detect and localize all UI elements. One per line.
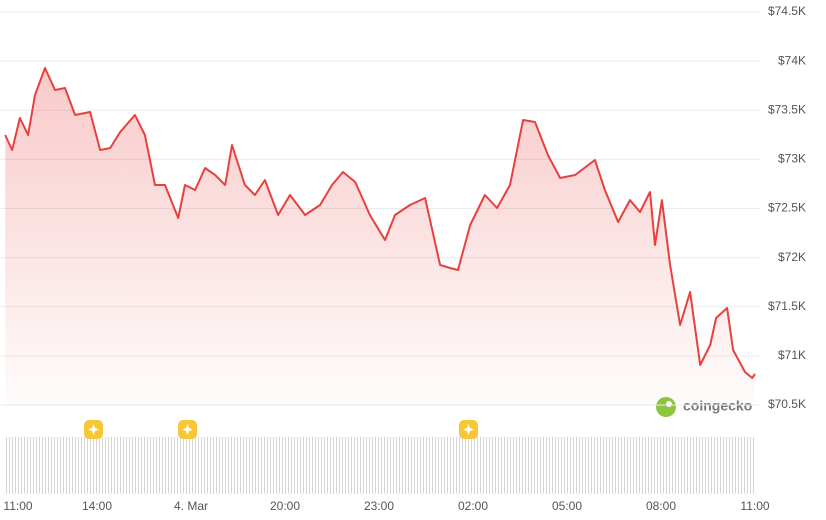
x-tick-label: 05:00 xyxy=(552,499,582,513)
x-tick-label: 14:00 xyxy=(82,499,112,513)
price-line xyxy=(4,67,756,379)
x-tick-label: 08:00 xyxy=(646,499,676,513)
event-icons xyxy=(84,420,478,439)
y-tick-label: $73K xyxy=(778,152,806,166)
y-tick-label: $72K xyxy=(778,250,806,264)
y-tick-label: $74.5K xyxy=(768,4,806,18)
x-tick-label: 4. Mar xyxy=(174,499,208,513)
x-tick-label: 20:00 xyxy=(270,499,300,513)
y-tick-label: $71K xyxy=(778,348,806,362)
volume-band xyxy=(5,437,755,494)
area-fill xyxy=(5,68,755,405)
x-tick-label: 02:00 xyxy=(458,499,488,513)
y-tick-label: $70.5K xyxy=(768,397,806,411)
x-tick-label: 23:00 xyxy=(364,499,394,513)
x-tick-label: 11:00 xyxy=(740,499,769,513)
y-tick-label: $73.5K xyxy=(768,102,806,116)
y-tick-label: $74K xyxy=(778,53,806,67)
x-tick-label: 11:00 xyxy=(3,499,32,513)
y-tick-label: $72.5K xyxy=(768,201,806,215)
y-tick-label: $71.5K xyxy=(768,299,806,313)
